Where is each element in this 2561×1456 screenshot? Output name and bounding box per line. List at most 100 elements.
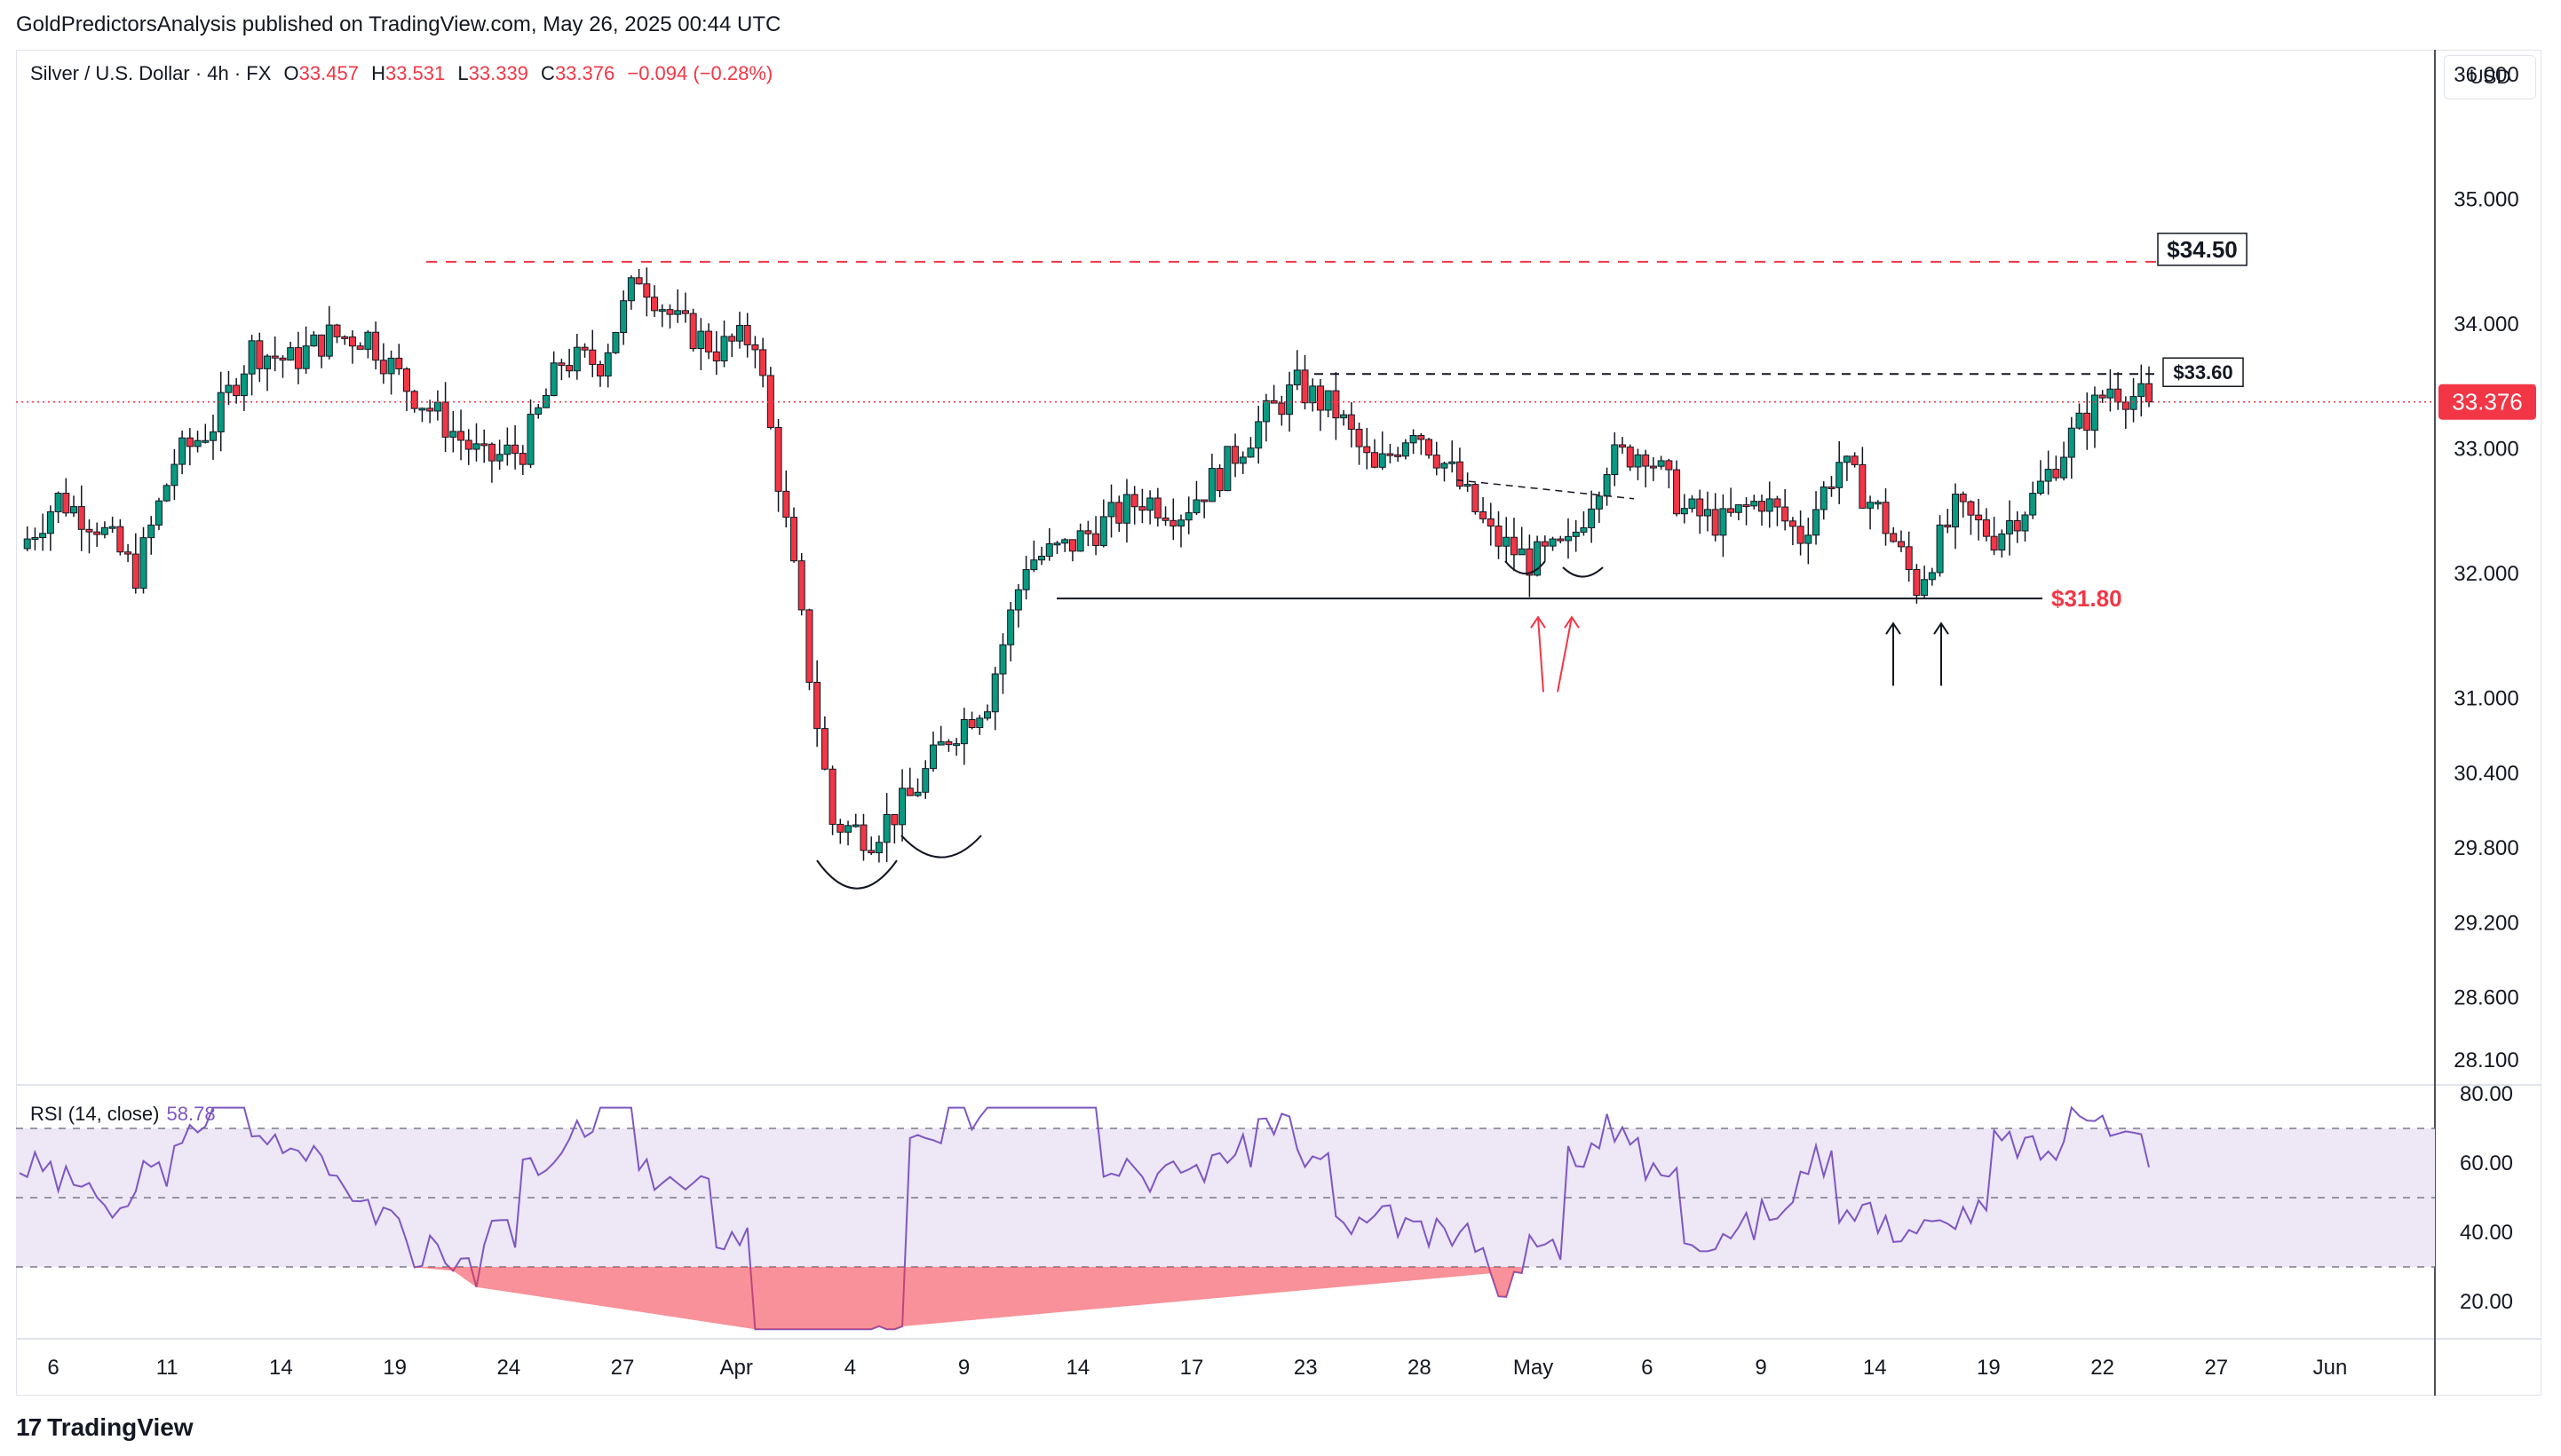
- candle-body: [705, 330, 713, 352]
- candle-body: [155, 500, 163, 526]
- annotations: $34.50 $33.60 $31.80: [426, 233, 2248, 890]
- price-tick-label: 34.000: [2454, 313, 2518, 336]
- candle-body: [472, 443, 480, 450]
- candle-body: [1007, 609, 1015, 645]
- neckline: [1455, 479, 1635, 500]
- candle-body: [93, 531, 101, 535]
- candle-body: [2137, 383, 2145, 398]
- candle-body: [2067, 427, 2075, 458]
- candle-body: [589, 349, 597, 365]
- candle-body: [2106, 388, 2114, 399]
- open-label: O: [283, 62, 299, 84]
- candle-body: [945, 741, 953, 746]
- support-label: $31.80: [2051, 585, 2122, 612]
- candle-body: [356, 345, 364, 350]
- candle-body: [1193, 499, 1201, 514]
- candle-body: [511, 444, 519, 455]
- candle-body: [1696, 498, 1704, 517]
- candle-body: [929, 744, 937, 770]
- candle-body: [1216, 468, 1224, 492]
- candle-body: [519, 453, 527, 465]
- candle-body: [627, 277, 635, 302]
- candle-body: [751, 344, 759, 351]
- candle-body: [1657, 460, 1665, 467]
- candle-body: [256, 340, 264, 369]
- candle-body: [1154, 497, 1162, 518]
- change-value: −0.094 (−0.28%): [627, 62, 773, 84]
- candle-body: [1115, 502, 1123, 524]
- candle-body: [271, 355, 279, 359]
- candle-body: [325, 324, 333, 357]
- candle-body: [1936, 524, 1944, 574]
- rsi-tick-label: 60.00: [2460, 1151, 2513, 1175]
- candle-body: [2098, 394, 2106, 399]
- candle-body: [1975, 514, 1983, 521]
- candle-body: [2121, 401, 2129, 410]
- candle-body: [341, 336, 349, 339]
- candle-body: [999, 644, 1007, 675]
- candle-body: [2129, 396, 2137, 410]
- candle-body: [566, 365, 574, 372]
- candle-body: [170, 463, 178, 487]
- red-arrow-2: [1557, 617, 1573, 692]
- candle-body: [488, 443, 496, 462]
- candle-body: [1959, 494, 1967, 502]
- candle-body: [464, 439, 472, 450]
- candle-body: [1347, 414, 1355, 430]
- last-price-tag: [2438, 384, 2536, 420]
- candle-body: [1890, 533, 1898, 542]
- candle-body: [891, 813, 899, 826]
- candle-body: [1874, 502, 1882, 505]
- candle-body: [1804, 534, 1812, 544]
- candle-body: [496, 454, 503, 462]
- time-tick-label: 14: [269, 1356, 293, 1380]
- candle-body: [922, 768, 930, 793]
- candle-body: [612, 332, 620, 353]
- candle-body: [712, 351, 720, 362]
- candle-body: [1534, 541, 1542, 576]
- low-value: 33.339: [468, 62, 528, 84]
- candle-body: [1471, 484, 1479, 512]
- candle-body: [527, 414, 535, 465]
- candle-body: [535, 407, 543, 415]
- candle-body: [225, 384, 233, 393]
- candle-body: [829, 768, 836, 825]
- candle-body: [991, 673, 999, 713]
- currency-selector[interactable]: USD: [2444, 55, 2536, 99]
- candle-body: [1626, 447, 1634, 468]
- candle-body: [1340, 414, 1348, 419]
- candle-body: [108, 526, 116, 529]
- candle-body: [1711, 509, 1719, 536]
- black-arrow-2-head: [1933, 621, 1949, 635]
- candle-body: [674, 310, 682, 315]
- candle-body: [1603, 474, 1611, 497]
- price-tick-label: 32.000: [2454, 562, 2518, 586]
- time-tick-label: 19: [1977, 1356, 2001, 1380]
- close-value: 33.376: [554, 62, 615, 84]
- candle-body: [2114, 388, 2122, 403]
- candle-body: [131, 553, 139, 590]
- price-tick-label: 29.200: [2454, 911, 2518, 935]
- candle-body: [1944, 524, 1952, 528]
- price-tick-label: 30.400: [2454, 762, 2518, 786]
- candle-body: [1487, 518, 1495, 527]
- tradingview-brand[interactable]: 17 TradingView: [16, 1413, 194, 1442]
- brand-name: TradingView: [47, 1413, 194, 1441]
- candle-body: [813, 681, 821, 730]
- price-tick-label: 33.000: [2454, 438, 2518, 462]
- candle-body: [1224, 446, 1232, 492]
- resistance-high-label: $34.50: [2167, 236, 2238, 263]
- candle-body: [1649, 465, 1657, 469]
- candle-body: [899, 787, 907, 826]
- candle-body: [1417, 435, 1425, 440]
- candle-body: [441, 401, 449, 438]
- candle-body: [1503, 536, 1510, 547]
- candle-body: [1262, 400, 1270, 423]
- candle-body: [294, 347, 302, 369]
- candle-body: [860, 824, 868, 851]
- symbol-name: Silver / U.S. Dollar · 4h · FX: [30, 62, 272, 84]
- candle-body: [550, 362, 558, 396]
- rsi-oversold-fill: [414, 1267, 1522, 1330]
- candle-body: [1371, 452, 1378, 468]
